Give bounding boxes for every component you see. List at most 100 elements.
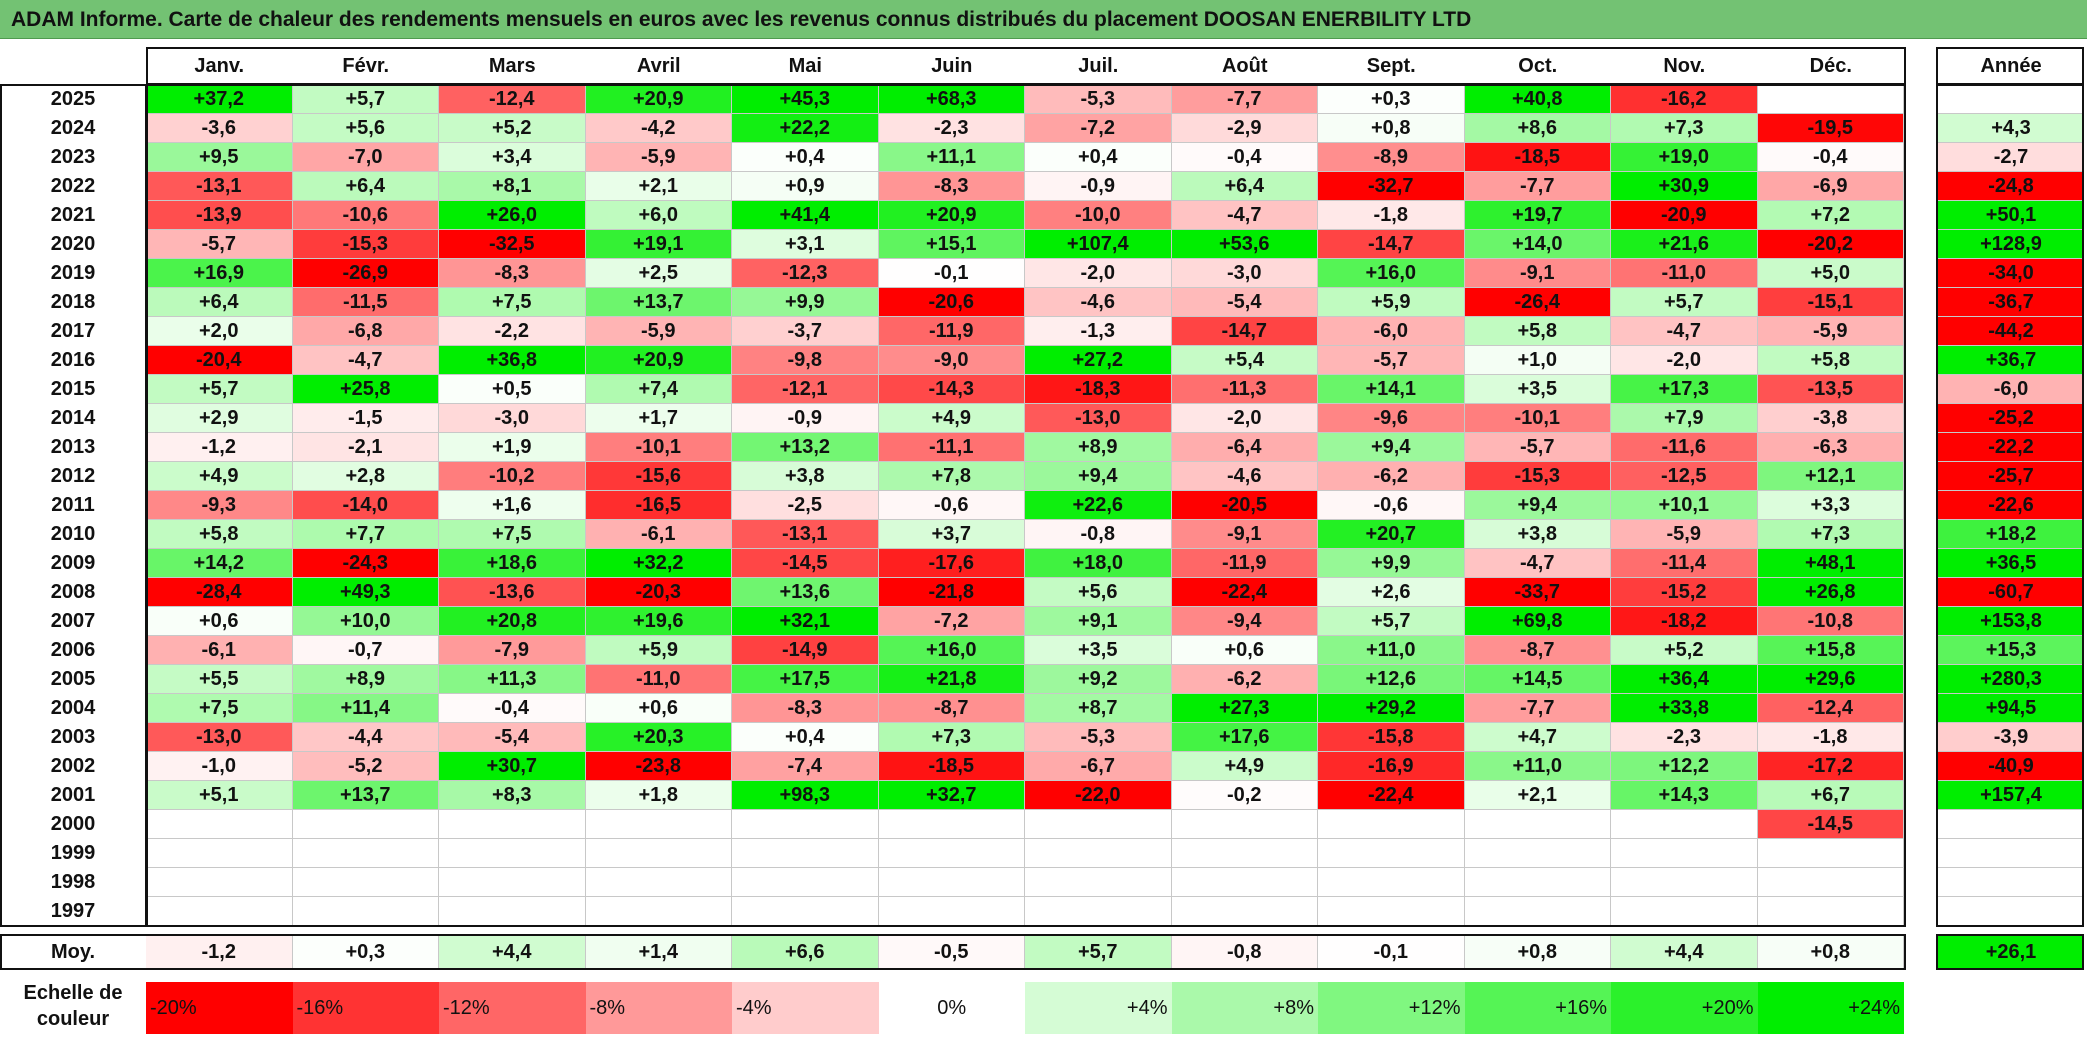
heatmap-cell xyxy=(1025,868,1172,897)
heatmap-cell: +98,3 xyxy=(732,781,879,810)
heatmap-cell: +9,4 xyxy=(1464,491,1611,520)
heatmap-cell: +13,6 xyxy=(732,578,879,607)
heatmap-cell: -12,4 xyxy=(1757,694,1904,723)
year-label: 1997 xyxy=(50,900,96,922)
heatmap-cell: -3,7 xyxy=(732,317,879,346)
heatmap-cell: -8,7 xyxy=(878,694,1025,723)
legend-swatch: 0% xyxy=(878,982,1025,1034)
heatmap-cell: +6,4 xyxy=(1171,172,1318,201)
year-label: 2009 xyxy=(50,552,96,574)
heatmap-cell xyxy=(1025,897,1172,926)
heatmap-cell: +8,9 xyxy=(292,665,439,694)
heatmap-cell: -5,7 xyxy=(1318,346,1465,375)
annual-cell: -22,2 xyxy=(1938,433,2084,462)
heatmap-cell: +0,8 xyxy=(1318,114,1465,143)
heatmap-cell: -8,3 xyxy=(439,259,586,288)
heatmap-cell: -16,9 xyxy=(1318,752,1465,781)
year-label: 2020 xyxy=(50,233,96,255)
heatmap-cell: -17,2 xyxy=(1757,752,1904,781)
month-header: Oct. xyxy=(1518,54,1558,77)
heatmap-cell: -3,6 xyxy=(146,114,293,143)
month-header: Févr. xyxy=(342,54,390,77)
annual-cell: -2,7 xyxy=(1938,143,2084,172)
heatmap-cell: +22,2 xyxy=(732,114,879,143)
heatmap-cell xyxy=(292,897,439,926)
heatmap-cell: +9,4 xyxy=(1025,462,1172,491)
average-cell: +6,6 xyxy=(732,936,879,968)
heatmap-cell xyxy=(1318,897,1465,926)
heatmap-cell: -5,4 xyxy=(439,723,586,752)
heatmap-cell: -14,0 xyxy=(292,491,439,520)
year-label: 2016 xyxy=(50,349,96,371)
heatmap-cell xyxy=(1318,810,1465,839)
month-header: Avril xyxy=(636,54,681,77)
year-label: 2004 xyxy=(50,697,96,719)
heatmap-cell: +20,3 xyxy=(585,723,732,752)
heatmap-cell: +20,9 xyxy=(878,201,1025,230)
year-label: 2017 xyxy=(50,320,96,342)
heatmap-cell: +1,7 xyxy=(585,404,732,433)
heatmap-cell: -32,5 xyxy=(439,230,586,259)
annual-cell: -44,2 xyxy=(1938,317,2084,346)
annual-cell: -3,9 xyxy=(1938,723,2084,752)
heatmap-cell: -5,7 xyxy=(1464,433,1611,462)
heatmap-cell: -5,9 xyxy=(585,317,732,346)
heatmap-cell: +9,2 xyxy=(1025,665,1172,694)
annual-cell: +18,2 xyxy=(1938,520,2084,549)
heatmap-cell: -14,9 xyxy=(732,636,879,665)
heatmap-cell: -20,4 xyxy=(146,346,293,375)
heatmap-cell: -2,0 xyxy=(1171,404,1318,433)
heatmap-cell: -8,3 xyxy=(878,172,1025,201)
heatmap-cell: -7,9 xyxy=(439,636,586,665)
heatmap-cell: +9,9 xyxy=(732,288,879,317)
heatmap-cell: +3,8 xyxy=(732,462,879,491)
heatmap-cell: +30,7 xyxy=(439,752,586,781)
heatmap-cell: +16,0 xyxy=(878,636,1025,665)
average-cell: -0,1 xyxy=(1318,936,1465,968)
heatmap-cell xyxy=(439,897,586,926)
annual-cell: -60,7 xyxy=(1938,578,2084,607)
heatmap-cell: +8,9 xyxy=(1025,433,1172,462)
month-header: Août xyxy=(1221,54,1268,77)
heatmap-cell: -7,7 xyxy=(1464,172,1611,201)
heatmap-cell: -20,9 xyxy=(1611,201,1758,230)
heatmap-cell: -18,2 xyxy=(1611,607,1758,636)
heatmap-cell: +2,0 xyxy=(146,317,293,346)
heatmap-cell: +11,0 xyxy=(1318,636,1465,665)
heatmap-cell: -3,0 xyxy=(1171,259,1318,288)
heatmap-cell: +14,5 xyxy=(1464,665,1611,694)
heatmap-cell: -15,6 xyxy=(585,462,732,491)
heatmap-cell: -9,1 xyxy=(1464,259,1611,288)
heatmap-cell: +7,8 xyxy=(878,462,1025,491)
chart-title: ADAM Informe. Carte de chaleur des rende… xyxy=(11,8,1472,31)
annual-cell: -25,2 xyxy=(1938,404,2084,433)
heatmap-cell: +5,9 xyxy=(1318,288,1465,317)
month-header: Juin xyxy=(931,54,973,77)
year-label: 2014 xyxy=(50,407,96,429)
heatmap-cell: -11,9 xyxy=(878,317,1025,346)
heatmap-cell: +7,4 xyxy=(585,375,732,404)
heatmap-cell: -18,5 xyxy=(878,752,1025,781)
heatmap-cell: +7,2 xyxy=(1757,201,1904,230)
heatmap-cell: -15,8 xyxy=(1318,723,1465,752)
heatmap-cell: -12,4 xyxy=(439,85,586,114)
heatmap-cell: -6,1 xyxy=(585,520,732,549)
heatmap-cell: +25,8 xyxy=(292,375,439,404)
heatmap-cell: -9,1 xyxy=(1171,520,1318,549)
heatmap-cell: -8,3 xyxy=(732,694,879,723)
heatmap-cell: +9,1 xyxy=(1025,607,1172,636)
heatmap-cell: +3,7 xyxy=(878,520,1025,549)
heatmap-cell: -15,3 xyxy=(292,230,439,259)
heatmap-cell: -14,7 xyxy=(1171,317,1318,346)
year-label: 2015 xyxy=(50,378,96,400)
heatmap-cell: +107,4 xyxy=(1025,230,1172,259)
average-cell: -0,8 xyxy=(1171,936,1318,968)
heatmap-cell: -1,0 xyxy=(146,752,293,781)
heatmap-cell: -20,6 xyxy=(878,288,1025,317)
heatmap-cell xyxy=(1025,810,1172,839)
heatmap-cell: -0,9 xyxy=(1025,172,1172,201)
year-label: 2001 xyxy=(50,784,96,806)
heatmap-cell: -23,8 xyxy=(585,752,732,781)
legend-swatch: +16% xyxy=(1464,982,1611,1034)
heatmap-cell: -2,3 xyxy=(1611,723,1758,752)
